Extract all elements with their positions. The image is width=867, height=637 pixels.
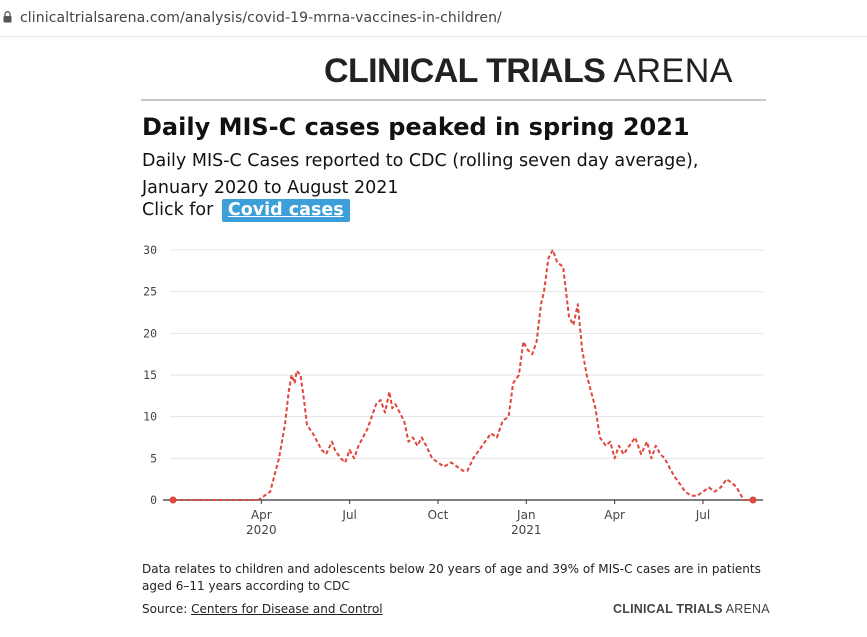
logo-bold-text: CLINICAL TRIALS <box>324 52 606 90</box>
y-tick-label: 20 <box>143 326 157 340</box>
footer-logo-bold: CLINICAL TRIALS <box>613 602 723 616</box>
toggle-prefix: Click for <box>142 200 214 220</box>
x-tick-label: Jan <box>516 508 536 522</box>
series-line <box>173 249 753 501</box>
url-text[interactable]: clinicaltrialsarena.com/analysis/covid-1… <box>20 10 502 26</box>
source-line: Source: Centers for Disease and Control <box>142 602 383 616</box>
source-label: Source: <box>142 602 188 616</box>
x-tick-label: Jul <box>341 508 356 522</box>
chart-subtitle: Daily MIS-C Cases reported to CDC (rolli… <box>142 151 699 198</box>
lock-icon <box>3 11 12 23</box>
x-tick-label: Apr <box>251 508 272 522</box>
series-start-point <box>169 496 177 504</box>
x-tick-year-label: 2021 <box>511 523 542 537</box>
y-tick-label: 5 <box>150 451 157 465</box>
footer-logo[interactable]: CLINICAL TRIALS ARENA <box>613 602 770 616</box>
browser-address-bar[interactable]: clinicaltrialsarena.com/analysis/covid-1… <box>0 0 867 37</box>
chart-footnote: Data relates to children and adolescents… <box>142 562 761 593</box>
y-tick-label: 25 <box>143 285 157 299</box>
footer-logo-light: ARENA <box>725 602 770 616</box>
y-tick-label: 0 <box>150 493 157 507</box>
y-tick-label: 10 <box>143 410 157 424</box>
x-tick-label: Apr <box>604 508 625 522</box>
chart-title: Daily MIS-C cases peaked in spring 2021 <box>142 113 690 141</box>
x-tick-label: Oct <box>428 508 449 522</box>
logo-light-text: ARENA <box>613 52 733 90</box>
series-end-point <box>749 496 757 504</box>
covid-cases-button[interactable]: Covid cases <box>221 199 350 222</box>
toggle-line: Click for Covid cases <box>142 199 350 222</box>
x-tick-year-label: 2020 <box>246 523 277 537</box>
y-tick-label: 30 <box>143 243 157 257</box>
y-tick-label: 15 <box>143 368 157 382</box>
site-logo[interactable]: CLINICAL TRIALS ARENA <box>324 52 733 91</box>
source-link[interactable]: Centers for Disease and Control <box>191 602 383 616</box>
x-tick-label: Jul <box>695 508 710 522</box>
header-divider <box>141 99 766 101</box>
site-header <box>0 37 867 99</box>
